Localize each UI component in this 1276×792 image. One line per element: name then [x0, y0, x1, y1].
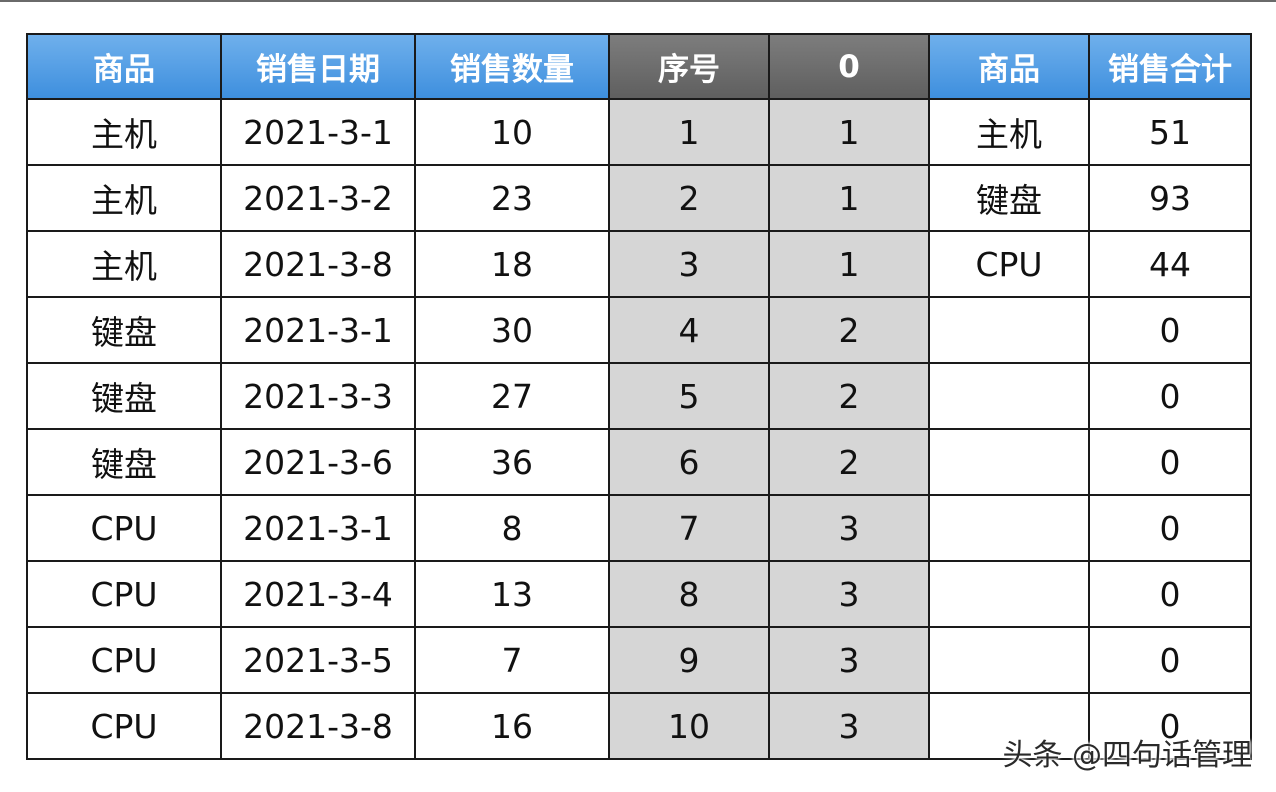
table-row: CPU 2021-3-8 16 10 3 0 [26, 692, 1252, 760]
cell-serial-number[interactable]: 1 [608, 98, 770, 166]
cell-serial-number[interactable]: 9 [608, 626, 770, 694]
cell-product[interactable]: CPU [26, 494, 222, 562]
watermark-text: 头条 @四句话管理 [1002, 738, 1252, 773]
cell-group-index[interactable]: 3 [768, 494, 930, 562]
cell-summary-product[interactable] [928, 494, 1090, 562]
cell-summary-product[interactable] [928, 362, 1090, 430]
table-row: CPU 2021-3-5 7 9 3 0 [26, 626, 1252, 694]
cell-group-index[interactable]: 2 [768, 362, 930, 430]
cell-summary-product[interactable]: CPU [928, 230, 1090, 298]
cell-sale-date[interactable]: 2021-3-5 [220, 626, 416, 694]
cell-serial-number[interactable]: 4 [608, 296, 770, 364]
cell-sale-date[interactable]: 2021-3-8 [220, 230, 416, 298]
cell-sale-date[interactable]: 2021-3-6 [220, 428, 416, 496]
cell-sales-total[interactable]: 51 [1088, 98, 1252, 166]
cell-sale-date[interactable]: 2021-3-8 [220, 692, 416, 760]
table-row: 键盘 2021-3-3 27 5 2 0 [26, 362, 1252, 430]
cell-group-index[interactable]: 1 [768, 164, 930, 232]
cell-summary-product[interactable]: 主机 [928, 98, 1090, 166]
cell-serial-number[interactable]: 3 [608, 230, 770, 298]
cell-sale-date[interactable]: 2021-3-1 [220, 494, 416, 562]
cell-sale-quantity[interactable]: 13 [414, 560, 610, 628]
cell-serial-number[interactable]: 2 [608, 164, 770, 232]
header-sale-date: 销售日期 [220, 33, 416, 100]
cell-group-index[interactable]: 2 [768, 296, 930, 364]
cell-product[interactable]: 主机 [26, 98, 222, 166]
cell-sale-quantity[interactable]: 7 [414, 626, 610, 694]
header-serial-number: 序号 [608, 33, 770, 100]
table-row: 主机 2021-3-1 10 1 1 主机 51 [26, 98, 1252, 166]
table-body: 主机 2021-3-1 10 1 1 主机 51 主机 2021-3-2 23 2 1 键盘 93 主机 20… [26, 98, 1252, 760]
cell-sales-total[interactable]: 0 [1088, 428, 1252, 496]
cell-group-index[interactable]: 3 [768, 692, 930, 760]
cell-sales-total[interactable]: 0 [1088, 296, 1252, 364]
cell-product[interactable]: CPU [26, 626, 222, 694]
cell-product[interactable]: 键盘 [26, 428, 222, 496]
cell-summary-product[interactable] [928, 428, 1090, 496]
cell-sales-total[interactable]: 0 [1088, 362, 1252, 430]
table-row: CPU 2021-3-4 13 8 3 0 [26, 560, 1252, 628]
cell-summary-product[interactable]: 键盘 [928, 164, 1090, 232]
cell-group-index[interactable]: 1 [768, 98, 930, 166]
header-zero: 0 [768, 33, 930, 100]
cell-sale-date[interactable]: 2021-3-1 [220, 296, 416, 364]
cell-product[interactable]: CPU [26, 692, 222, 760]
header-sales-total: 销售合计 [1088, 33, 1252, 100]
cell-sales-total[interactable]: 0 [1088, 692, 1252, 760]
cell-serial-number[interactable]: 6 [608, 428, 770, 496]
cell-product[interactable]: 主机 [26, 230, 222, 298]
cell-sale-quantity[interactable]: 27 [414, 362, 610, 430]
cell-sale-quantity[interactable]: 10 [414, 98, 610, 166]
cell-sale-date[interactable]: 2021-3-4 [220, 560, 416, 628]
table-row: 键盘 2021-3-6 36 6 2 0 [26, 428, 1252, 496]
cell-sales-total[interactable]: 0 [1088, 494, 1252, 562]
cell-group-index[interactable]: 3 [768, 560, 930, 628]
cell-sale-quantity[interactable]: 23 [414, 164, 610, 232]
cell-group-index[interactable]: 3 [768, 626, 930, 694]
cell-sales-total[interactable]: 0 [1088, 626, 1252, 694]
cell-sale-quantity[interactable]: 16 [414, 692, 610, 760]
cell-group-index[interactable]: 2 [768, 428, 930, 496]
header-summary-product: 商品 [928, 33, 1090, 100]
cell-sale-date[interactable]: 2021-3-2 [220, 164, 416, 232]
cell-serial-number[interactable]: 8 [608, 560, 770, 628]
cell-sales-total[interactable]: 93 [1088, 164, 1252, 232]
cell-serial-number[interactable]: 7 [608, 494, 770, 562]
header-product: 商品 [26, 33, 222, 100]
header-row: 商品 销售日期 销售数量 序号 0 商品 销售合计 [26, 33, 1252, 100]
table-row: CPU 2021-3-1 8 7 3 0 [26, 494, 1252, 562]
cell-sale-date[interactable]: 2021-3-3 [220, 362, 416, 430]
table-row: 主机 2021-3-8 18 3 1 CPU 44 [26, 230, 1252, 298]
cell-product[interactable]: CPU [26, 560, 222, 628]
cell-summary-product[interactable] [928, 560, 1090, 628]
table-row: 主机 2021-3-2 23 2 1 键盘 93 [26, 164, 1252, 232]
table-row: 键盘 2021-3-1 30 4 2 0 [26, 296, 1252, 364]
cell-product[interactable]: 主机 [26, 164, 222, 232]
cell-serial-number[interactable]: 10 [608, 692, 770, 760]
top-border-rule [0, 0, 1276, 2]
cell-sale-quantity[interactable]: 18 [414, 230, 610, 298]
cell-sale-quantity[interactable]: 36 [414, 428, 610, 496]
cell-summary-product[interactable] [928, 296, 1090, 364]
sales-table: 商品 销售日期 销售数量 序号 0 商品 销售合计 主机 2021-3-1 10 1 1… [26, 33, 1252, 760]
cell-sales-total[interactable]: 44 [1088, 230, 1252, 298]
header-sale-quantity: 销售数量 [414, 33, 610, 100]
cell-group-index[interactable]: 1 [768, 230, 930, 298]
cell-serial-number[interactable]: 5 [608, 362, 770, 430]
cell-summary-product[interactable] [928, 692, 1090, 760]
cell-summary-product[interactable] [928, 626, 1090, 694]
cell-sale-quantity[interactable]: 30 [414, 296, 610, 364]
cell-sale-quantity[interactable]: 8 [414, 494, 610, 562]
cell-product[interactable]: 键盘 [26, 296, 222, 364]
cell-sale-date[interactable]: 2021-3-1 [220, 98, 416, 166]
cell-product[interactable]: 键盘 [26, 362, 222, 430]
cell-sales-total[interactable]: 0 [1088, 560, 1252, 628]
